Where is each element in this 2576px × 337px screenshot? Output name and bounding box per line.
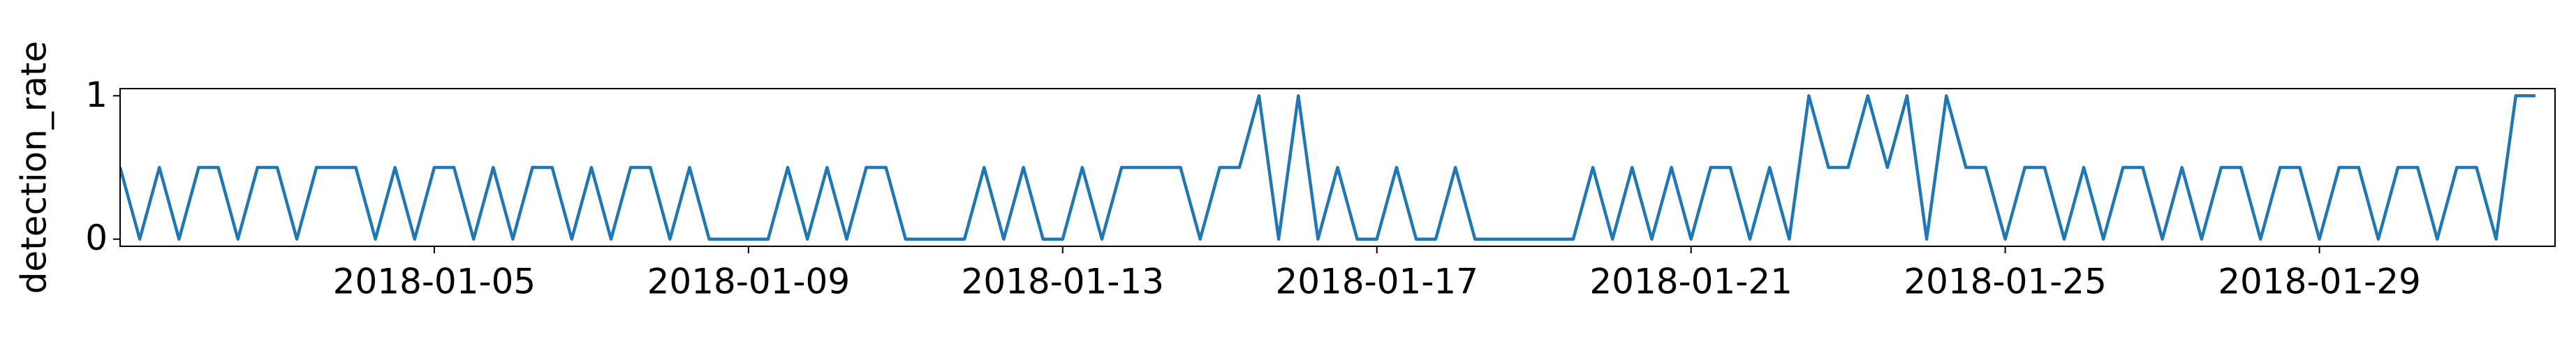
data-line xyxy=(120,94,2535,241)
y-axis-label: detection_rate xyxy=(14,41,54,294)
x-tick-label: 2018-01-13 xyxy=(962,262,1165,302)
y-tick-label: 0 xyxy=(85,218,108,258)
x-tick-label: 2018-01-25 xyxy=(1904,262,2107,302)
x-tick-label: 2018-01-05 xyxy=(333,262,536,302)
y-tick-label: 1 xyxy=(85,75,108,115)
x-tick-label: 2018-01-21 xyxy=(1589,262,1793,302)
plot-frame xyxy=(119,88,2556,247)
x-tick-label: 2018-01-17 xyxy=(1275,262,1478,302)
x-tick-label: 2018-01-09 xyxy=(647,262,851,302)
x-tick-label: 2018-01-29 xyxy=(2218,262,2421,302)
